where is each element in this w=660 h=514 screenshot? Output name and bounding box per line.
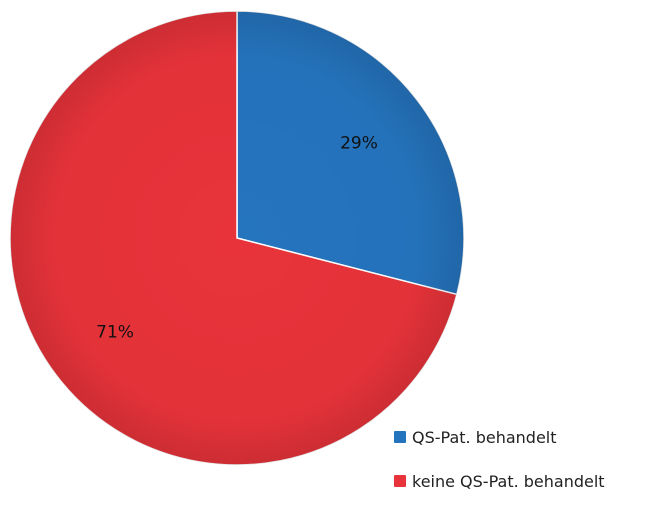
- legend: QS-Pat. behandelt keine QS-Pat. behandel…: [394, 426, 605, 514]
- legend-item-qs-pat: QS-Pat. behandelt: [394, 426, 605, 448]
- pie-slices: [9, 10, 465, 466]
- data-label-qs-pat: 29%: [340, 133, 378, 153]
- legend-label-keine-qs-pat: keine QS-Pat. behandelt: [412, 471, 605, 491]
- legend-swatch-qs-pat: [394, 431, 406, 443]
- pie-data-labels: 29% 71%: [96, 133, 378, 342]
- legend-swatch-keine-qs-pat: [394, 475, 406, 487]
- data-label-keine-qs-pat: 71%: [96, 323, 134, 343]
- legend-label-qs-pat: QS-Pat. behandelt: [412, 427, 557, 447]
- pie-chart: 29% 71%: [9, 10, 465, 466]
- legend-item-keine-qs-pat: keine QS-Pat. behandelt: [394, 470, 605, 492]
